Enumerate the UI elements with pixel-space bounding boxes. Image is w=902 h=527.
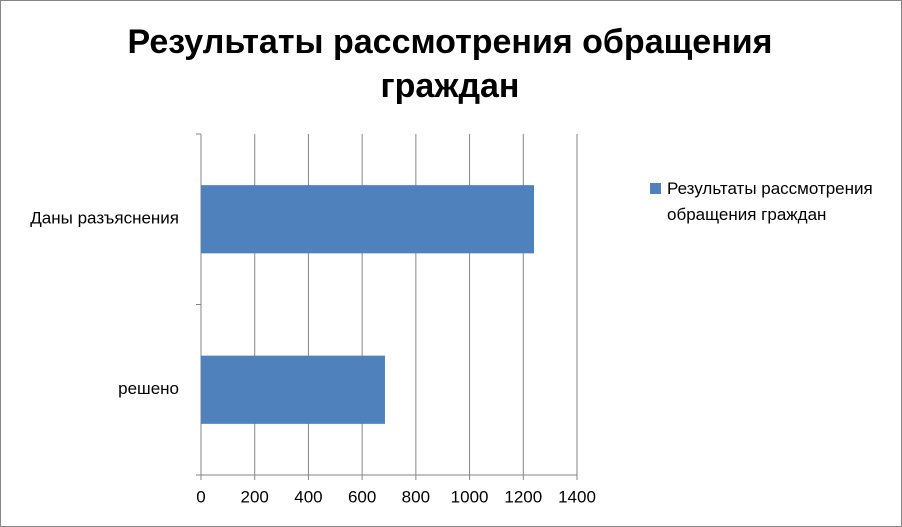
x-tick-label: 1400 [558,487,596,506]
bar [201,355,385,424]
legend-swatch [650,183,661,194]
legend-label: Результаты рассмотрения обращения гражда… [667,179,873,224]
x-tick-label: 200 [241,487,269,506]
y-tick-label: Даны разъяснения [30,209,179,228]
x-tick-label: 600 [348,487,376,506]
y-tick-label: решено [118,379,179,398]
x-tick-label: 1200 [504,487,542,506]
x-tick-label: 400 [294,487,322,506]
x-tick-label: 800 [402,487,430,506]
bar [201,185,535,254]
x-tick-label: 0 [196,487,205,506]
x-tick-label: 1000 [451,487,489,506]
chart-title: Результаты рассмотрения обращения гражда… [127,23,773,105]
